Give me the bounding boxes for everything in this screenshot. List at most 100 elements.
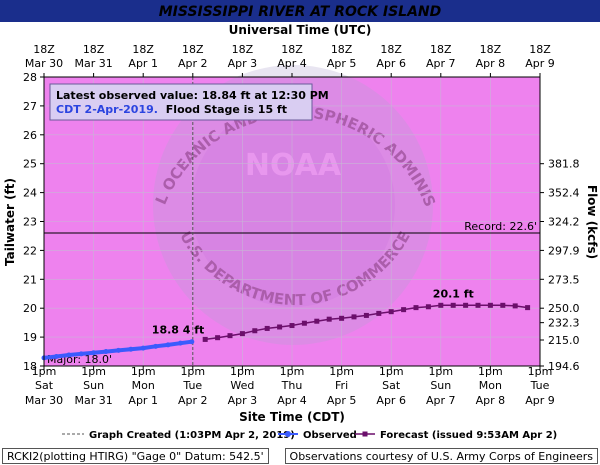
bottom-tick-time: 1pm	[478, 365, 503, 378]
bottom-tick-date: Apr 7	[426, 394, 456, 407]
bottom-tick-time: 1pm	[528, 365, 553, 378]
bottom-tick-time: 1pm	[428, 365, 453, 378]
bottom-tick-day: Thu	[281, 379, 303, 392]
legend-created-label: Graph Created (1:03PM Apr 2, 2019)	[89, 430, 295, 441]
plot-frame	[43, 76, 541, 367]
forecast-point	[215, 335, 221, 341]
forecast-point	[487, 302, 493, 308]
left-tick-label: 28	[23, 71, 37, 84]
bottom-tick-time: 1pm	[131, 365, 156, 378]
bottom-tick-day: Wed	[230, 379, 254, 392]
right-tick-label: 273.5	[548, 273, 580, 286]
forecast-point	[239, 331, 245, 337]
footer-credit: Observations courtesy of U.S. Army Corps…	[284, 448, 598, 464]
top-tick-label-2: Apr 6	[376, 57, 406, 70]
hydrograph-chart: MISSISSIPPI RIVER AT ROCK ISLAND Univers…	[0, 0, 600, 441]
observed-point	[177, 340, 183, 346]
top-tick-label-1: 18Z	[480, 43, 502, 56]
forecast-point	[227, 333, 233, 339]
footer-datum: RCKI2(plotting HTIRG) "Gage 0" Datum: 54…	[2, 448, 269, 464]
top-tick-label-1: 18Z	[430, 43, 452, 56]
observed-point	[153, 343, 159, 349]
bottom-tick-time: 1pm	[230, 365, 255, 378]
left-tick-label: 26	[23, 129, 37, 142]
observed-point	[115, 347, 121, 353]
latest-line-1: Latest observed value: 18.84 ft at 12:30…	[56, 89, 329, 102]
legend: Graph Created (1:03PM Apr 2, 2019) Obser…	[62, 430, 557, 441]
forecast-point	[475, 302, 481, 308]
chart-title: MISSISSIPPI RIVER AT ROCK ISLAND	[159, 4, 442, 20]
forecast-point	[326, 316, 332, 322]
x-axis-title: Site Time (CDT)	[239, 410, 345, 424]
legend-observed-label: Observed	[303, 430, 357, 441]
left-tick-label: 24	[23, 187, 37, 200]
top-tick-label-1: 18Z	[83, 43, 105, 56]
left-axis: 18 19 20 21 22 23 24 25 26 27 28	[23, 71, 44, 373]
bottom-tick-time: 1pm	[280, 365, 305, 378]
right-tick-label: 324.2	[548, 216, 580, 229]
bottom-tick-day: Mon	[479, 379, 502, 392]
top-tick-label-2: Mar 31	[74, 57, 112, 70]
series-layer: 18.8 4 ft 20.1 ft	[41, 287, 531, 361]
bottom-tick-time: 1pm	[180, 365, 205, 378]
left-tick-label: 22	[23, 244, 37, 257]
y2-axis-title: Flow (kcfs)	[585, 185, 599, 259]
forecast-point	[252, 328, 258, 334]
forecast-point	[363, 312, 369, 318]
bottom-tick-date: Apr 3	[228, 394, 258, 407]
right-tick-label: 250.0	[548, 302, 580, 315]
bottom-tick-day: Sun	[430, 379, 451, 392]
forecast-point	[376, 310, 382, 316]
bottom-tick-date: Mar 30	[25, 394, 63, 407]
observed-point	[189, 339, 195, 345]
top-tick-label-2: Apr 5	[327, 57, 357, 70]
latest-line-2b: Flood Stage is 15 ft	[166, 103, 287, 116]
right-tick-label: 297.9	[548, 244, 580, 257]
forecast-point	[314, 318, 320, 324]
observed-point	[165, 342, 171, 348]
forecast-point	[264, 325, 270, 331]
bottom-tick-time: 1pm	[81, 365, 106, 378]
top-tick-label-2: Apr 3	[228, 57, 258, 70]
observed-peak-label: 18.8 4 ft	[152, 324, 205, 337]
bottom-tick-time: 1pm	[329, 365, 354, 378]
y-axis-title: Tailwater (ft)	[3, 178, 17, 266]
observed-point	[66, 352, 72, 358]
forecast-point	[351, 314, 357, 320]
top-tick-label-1: 18Z	[331, 43, 353, 56]
observed-point	[53, 353, 59, 359]
observed-point	[91, 350, 97, 356]
forecast-point	[450, 302, 456, 308]
top-tick-label-1: 18Z	[529, 43, 551, 56]
forecast-point	[413, 305, 419, 311]
bottom-tick-day: Sat	[382, 379, 401, 392]
watermark-center-text: NOAA	[245, 148, 342, 183]
right-tick-label: 232.3	[548, 317, 580, 330]
bottom-tick-day: Sat	[35, 379, 54, 392]
right-tick-label: 194.6	[548, 360, 580, 373]
top-tick-label-2: Apr 9	[525, 57, 555, 70]
latest-observed-box: Latest observed value: 18.84 ft at 12:30…	[49, 83, 329, 121]
bottom-tick-day: Sun	[83, 379, 104, 392]
observed-point	[128, 346, 134, 352]
top-tick-label-1: 18Z	[33, 43, 55, 56]
bottom-tick-date: Apr 5	[327, 394, 357, 407]
forecast-point	[500, 302, 506, 308]
top-tick-label-1: 18Z	[380, 43, 402, 56]
bottom-tick-time: 1pm	[32, 365, 57, 378]
bottom-tick-date: Apr 1	[128, 394, 158, 407]
bottom-tick-day: Tue	[182, 379, 202, 392]
bottom-tick-date: Apr 2	[178, 394, 208, 407]
forecast-point	[401, 307, 407, 313]
top-tick-label-2: Apr 8	[476, 57, 506, 70]
right-tick-label: 215.0	[548, 334, 580, 347]
left-tick-label: 20	[23, 302, 37, 315]
right-axis: 194.6 215.0 232.3 250.0 273.5 297.9 324.2 352.4…	[540, 158, 580, 373]
legend-observed-marker	[285, 431, 291, 437]
bottom-tick-day: Mon	[132, 379, 155, 392]
bottom-tick-date: Mar 31	[74, 394, 112, 407]
bottom-tick-day: Tue	[530, 379, 550, 392]
bottom-tick-date: Apr 9	[525, 394, 555, 407]
